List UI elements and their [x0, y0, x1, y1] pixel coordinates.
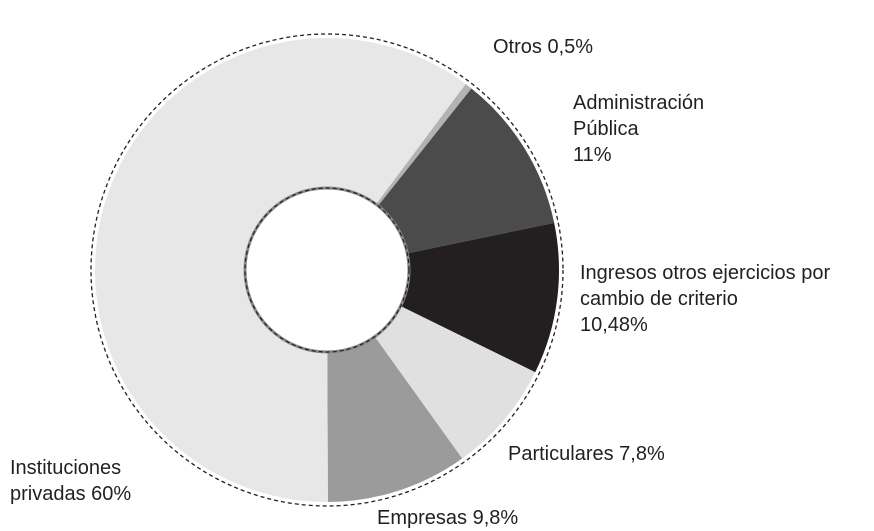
- category-name: Administración Pública: [573, 92, 705, 140]
- slice: [378, 88, 555, 254]
- value-label: 0,5%: [547, 36, 594, 58]
- outer-outline: [90, 33, 564, 507]
- category-name: Instituciones privadas: [10, 457, 122, 505]
- category-name: Particulares: [508, 443, 614, 465]
- slice: [374, 306, 536, 459]
- inner-outline: [244, 187, 410, 353]
- value-label: 7,8%: [619, 443, 665, 465]
- slice: [400, 222, 559, 373]
- slice-label: Administración Pública 11%: [573, 90, 733, 168]
- slice-label: Ingresos otros ejercicios por cambio de …: [580, 260, 835, 338]
- slice: [327, 336, 463, 502]
- slice-label: Otros 0,5%: [493, 34, 793, 60]
- hole: [243, 186, 411, 354]
- slice: [376, 83, 472, 206]
- category-name: Ingresos otros ejercicios por cambio de …: [580, 262, 831, 310]
- value-label: 9,8%: [472, 507, 519, 529]
- slice: [94, 37, 466, 502]
- value-label: 10,48%: [580, 314, 648, 336]
- slice-label: Instituciones privadas 60%: [10, 455, 160, 507]
- category-name: Empresas: [377, 507, 468, 529]
- value-label: 60%: [91, 483, 132, 505]
- slice-label: Empresas 9,8%: [377, 505, 677, 531]
- slice-label: Particulares 7,8%: [508, 441, 808, 467]
- category-name: Otros: [493, 36, 542, 58]
- value-label: 11%: [573, 144, 612, 166]
